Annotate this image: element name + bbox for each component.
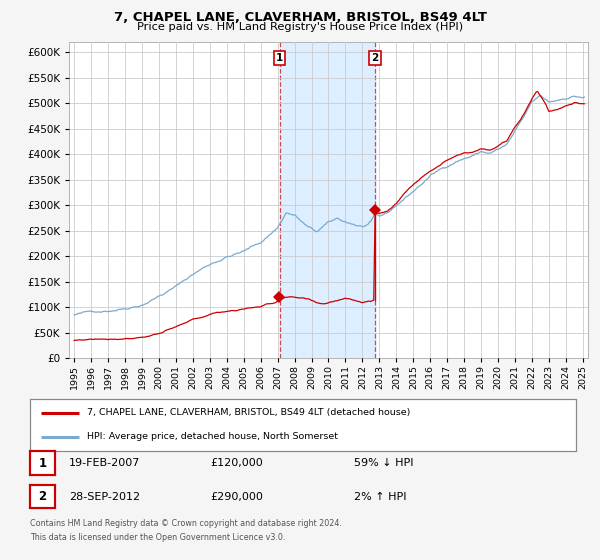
Text: Contains HM Land Registry data © Crown copyright and database right 2024.: Contains HM Land Registry data © Crown c… — [30, 519, 342, 528]
Text: HPI: Average price, detached house, North Somerset: HPI: Average price, detached house, Nort… — [88, 432, 338, 441]
Text: 7, CHAPEL LANE, CLAVERHAM, BRISTOL, BS49 4LT (detached house): 7, CHAPEL LANE, CLAVERHAM, BRISTOL, BS49… — [88, 408, 411, 417]
Text: 19-FEB-2007: 19-FEB-2007 — [69, 458, 140, 468]
Text: 1: 1 — [276, 53, 283, 63]
Text: 2% ↑ HPI: 2% ↑ HPI — [354, 492, 407, 502]
Text: 2: 2 — [371, 53, 379, 63]
Text: 59% ↓ HPI: 59% ↓ HPI — [354, 458, 413, 468]
Text: £290,000: £290,000 — [210, 492, 263, 502]
Text: Price paid vs. HM Land Registry's House Price Index (HPI): Price paid vs. HM Land Registry's House … — [137, 22, 463, 32]
Bar — [280, 42, 375, 358]
Text: 7, CHAPEL LANE, CLAVERHAM, BRISTOL, BS49 4LT: 7, CHAPEL LANE, CLAVERHAM, BRISTOL, BS49… — [113, 11, 487, 24]
Text: 28-SEP-2012: 28-SEP-2012 — [69, 492, 140, 502]
Text: £120,000: £120,000 — [210, 458, 263, 468]
Text: This data is licensed under the Open Government Licence v3.0.: This data is licensed under the Open Gov… — [30, 533, 286, 542]
Text: 2: 2 — [38, 490, 47, 503]
Text: 1: 1 — [38, 456, 47, 470]
